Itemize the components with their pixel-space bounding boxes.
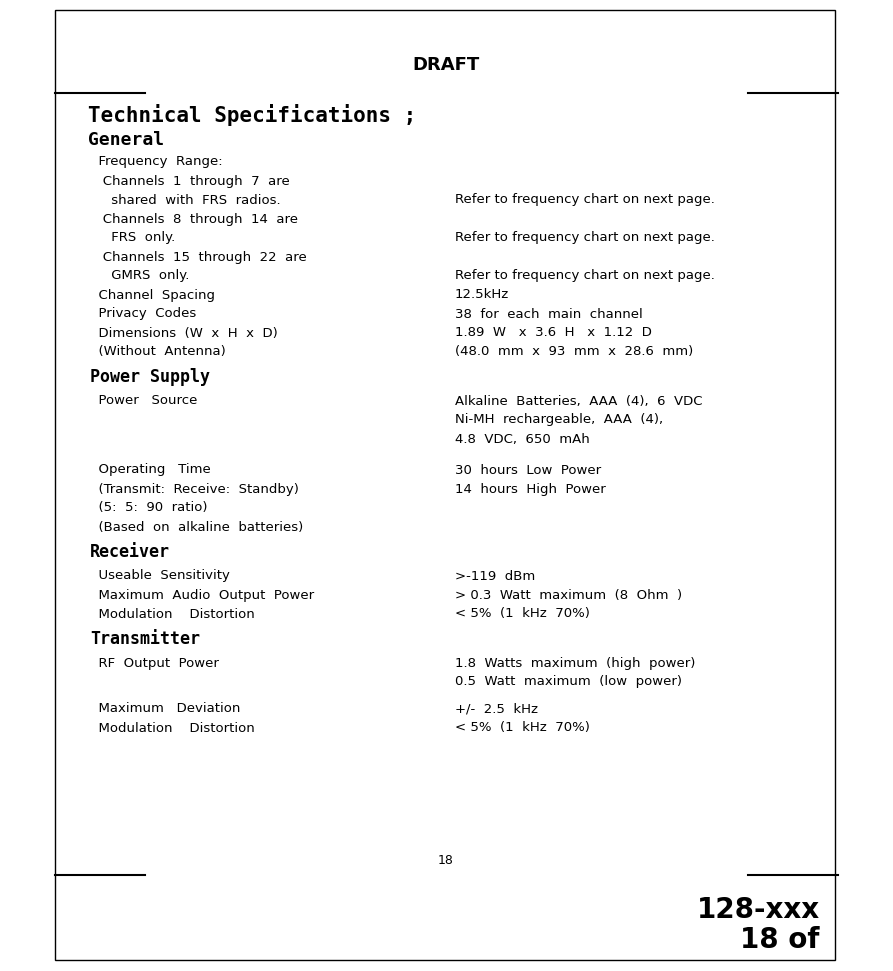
Text: 14  hours  High  Power: 14 hours High Power (455, 483, 605, 495)
Text: Modulation    Distortion: Modulation Distortion (90, 608, 255, 620)
Text: Refer to frequency chart on next page.: Refer to frequency chart on next page. (455, 270, 715, 283)
Text: Transmitter: Transmitter (90, 630, 200, 648)
Text: +/-  2.5  kHz: +/- 2.5 kHz (455, 702, 538, 716)
Text: General: General (88, 131, 164, 149)
Text: Maximum  Audio  Output  Power: Maximum Audio Output Power (90, 588, 314, 601)
Text: 30  hours  Low  Power: 30 hours Low Power (455, 463, 601, 477)
Text: 18 of: 18 of (740, 926, 820, 954)
Text: Ni-MH  rechargeable,  AAA  (4),: Ni-MH rechargeable, AAA (4), (455, 414, 663, 426)
Bar (55, 10, 835, 960)
Text: Operating   Time: Operating Time (90, 463, 211, 477)
Text: Maximum   Deviation: Maximum Deviation (90, 702, 240, 716)
Text: Refer to frequency chart on next page.: Refer to frequency chart on next page. (455, 193, 715, 207)
Text: (Without  Antenna): (Without Antenna) (90, 346, 226, 358)
Text: Channels  1  through  7  are: Channels 1 through 7 are (90, 175, 289, 187)
Text: 1.8  Watts  maximum  (high  power): 1.8 Watts maximum (high power) (455, 656, 696, 669)
Text: Power   Source: Power Source (90, 394, 197, 408)
Text: Channel  Spacing: Channel Spacing (90, 288, 215, 302)
Text: 128-xxx: 128-xxx (697, 896, 820, 924)
Text: 38  for  each  main  channel: 38 for each main channel (455, 308, 643, 320)
Text: Frequency  Range:: Frequency Range: (90, 155, 222, 169)
Text: 18: 18 (438, 854, 454, 866)
Text: Useable  Sensitivity: Useable Sensitivity (90, 570, 230, 583)
Text: GMRS  only.: GMRS only. (90, 270, 189, 283)
Text: Refer to frequency chart on next page.: Refer to frequency chart on next page. (455, 231, 715, 245)
Text: Channels  8  through  14  are: Channels 8 through 14 are (90, 213, 298, 225)
Text: < 5%  (1  kHz  70%): < 5% (1 kHz 70%) (455, 721, 590, 734)
Text: (Transmit:  Receive:  Standby): (Transmit: Receive: Standby) (90, 483, 299, 495)
Text: 0.5  Watt  maximum  (low  power): 0.5 Watt maximum (low power) (455, 676, 682, 688)
Text: DRAFT: DRAFT (413, 56, 480, 74)
Text: Alkaline  Batteries,  AAA  (4),  6  VDC: Alkaline Batteries, AAA (4), 6 VDC (455, 394, 703, 408)
Text: (5:  5:  90  ratio): (5: 5: 90 ratio) (90, 501, 207, 515)
Text: (Based  on  alkaline  batteries): (Based on alkaline batteries) (90, 520, 304, 533)
Text: > 0.3  Watt  maximum  (8  Ohm  ): > 0.3 Watt maximum (8 Ohm ) (455, 588, 682, 601)
Text: 1.89  W   x  3.6  H   x  1.12  D: 1.89 W x 3.6 H x 1.12 D (455, 326, 652, 340)
Text: Receiver: Receiver (90, 543, 170, 561)
Text: >-119  dBm: >-119 dBm (455, 570, 535, 583)
Text: Privacy  Codes: Privacy Codes (90, 308, 196, 320)
Text: 4.8  VDC,  650  mAh: 4.8 VDC, 650 mAh (455, 432, 589, 446)
Text: RF  Output  Power: RF Output Power (90, 656, 219, 669)
Text: Dimensions  (W  x  H  x  D): Dimensions (W x H x D) (90, 326, 278, 340)
Text: Channels  15  through  22  are: Channels 15 through 22 are (90, 251, 307, 263)
Text: (48.0  mm  x  93  mm  x  28.6  mm): (48.0 mm x 93 mm x 28.6 mm) (455, 346, 693, 358)
Text: < 5%  (1  kHz  70%): < 5% (1 kHz 70%) (455, 608, 590, 620)
Text: FRS  only.: FRS only. (90, 231, 175, 245)
Text: Modulation    Distortion: Modulation Distortion (90, 721, 255, 734)
Text: Technical Specifications ;: Technical Specifications ; (88, 104, 416, 126)
Text: shared  with  FRS  radios.: shared with FRS radios. (90, 193, 280, 207)
Text: Power Supply: Power Supply (90, 368, 210, 386)
Text: 12.5kHz: 12.5kHz (455, 288, 509, 302)
